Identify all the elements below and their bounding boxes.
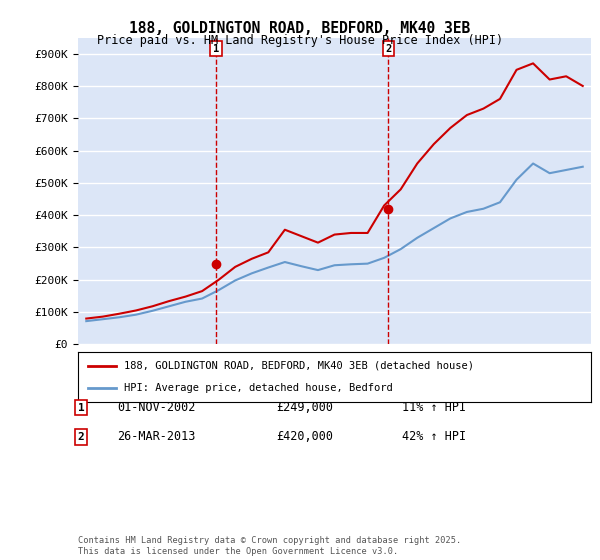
- Text: 42% ↑ HPI: 42% ↑ HPI: [402, 430, 466, 444]
- Text: £420,000: £420,000: [276, 430, 333, 444]
- Text: 2: 2: [77, 432, 85, 442]
- Text: Price paid vs. HM Land Registry's House Price Index (HPI): Price paid vs. HM Land Registry's House …: [97, 34, 503, 46]
- Text: 2: 2: [385, 44, 391, 54]
- Text: HPI: Average price, detached house, Bedford: HPI: Average price, detached house, Bedf…: [124, 383, 393, 393]
- Text: 188, GOLDINGTON ROAD, BEDFORD, MK40 3EB (detached house): 188, GOLDINGTON ROAD, BEDFORD, MK40 3EB …: [124, 361, 474, 371]
- Text: 1: 1: [77, 403, 85, 413]
- Text: £249,000: £249,000: [276, 401, 333, 414]
- Text: 11% ↑ HPI: 11% ↑ HPI: [402, 401, 466, 414]
- Text: 26-MAR-2013: 26-MAR-2013: [117, 430, 196, 444]
- Text: 01-NOV-2002: 01-NOV-2002: [117, 401, 196, 414]
- Text: 1: 1: [213, 44, 219, 54]
- Text: 188, GOLDINGTON ROAD, BEDFORD, MK40 3EB: 188, GOLDINGTON ROAD, BEDFORD, MK40 3EB: [130, 21, 470, 36]
- Text: Contains HM Land Registry data © Crown copyright and database right 2025.
This d: Contains HM Land Registry data © Crown c…: [78, 536, 461, 556]
